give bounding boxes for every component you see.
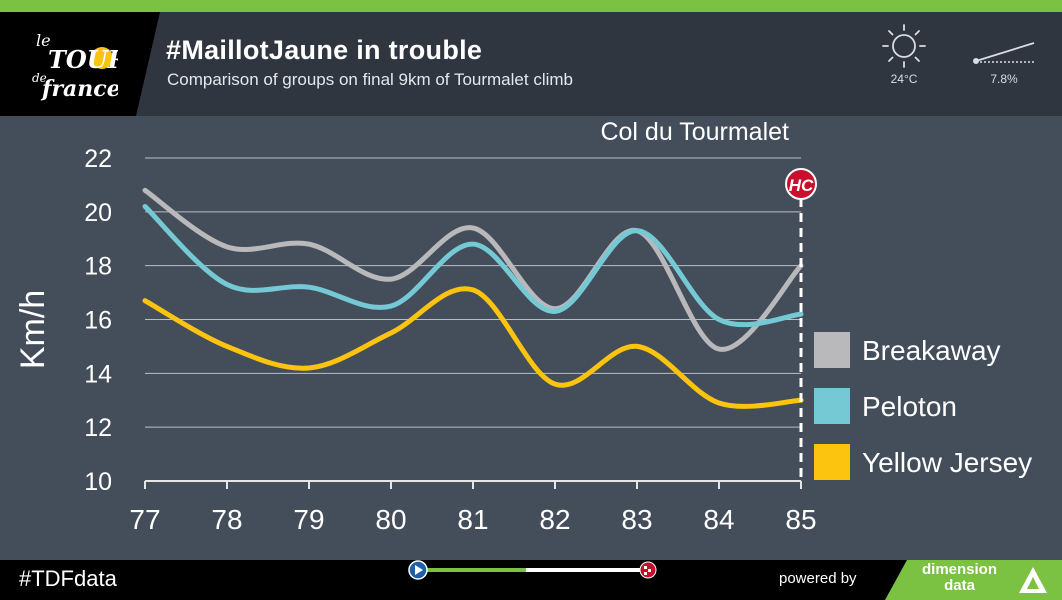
chart-canvas: 10 12 14 16 18 20 22 77 78 79 80 81 82 83 84 85 Km/h HC Co… <box>14 118 1032 535</box>
legend-swatch <box>814 444 850 480</box>
svg-text:france: france <box>40 76 118 102</box>
gradient-icon <box>973 42 1035 64</box>
y-axis-label: Km/h <box>14 290 52 369</box>
legend-swatch <box>814 388 850 424</box>
top-accent-bar <box>0 0 1062 12</box>
svg-text:TOUR: TOUR <box>48 45 118 74</box>
x-tick-label: 84 <box>703 504 734 535</box>
powered-by-label: powered by <box>779 570 857 587</box>
legend-swatch <box>814 332 850 368</box>
tdf-logo: le TOUR de france <box>0 12 160 116</box>
series-line-peloton <box>142 203 804 328</box>
hc-badge-label: HC <box>789 176 814 195</box>
x-tick-label: 85 <box>785 504 816 535</box>
speed-chart: 10 12 14 16 18 20 22 77 78 79 80 81 82 83 84 85 Km/h HC Co… <box>0 116 1062 560</box>
triangle-logo-icon <box>1019 567 1047 593</box>
gradient-value: 7.8% <box>990 72 1018 86</box>
y-tick-label: 16 <box>84 307 112 335</box>
x-tick-label: 81 <box>457 504 488 535</box>
series-line-breakaway <box>142 187 804 352</box>
hc-badge <box>785 168 817 200</box>
legend-label: Breakaway <box>862 335 1001 366</box>
y-tick-label: 12 <box>84 414 112 442</box>
x-tick-label: 80 <box>375 504 406 535</box>
legend-label: Yellow Jersey <box>862 447 1032 478</box>
header: le TOUR de france #MaillotJaune in troub… <box>0 12 1062 116</box>
brand-line-1: dimension <box>922 561 998 578</box>
series-line-yellow-jersey <box>142 286 804 409</box>
y-tick-label: 18 <box>84 253 112 281</box>
sun-icon <box>882 24 926 68</box>
legend-label: Peloton <box>862 391 957 422</box>
x-tick-label: 77 <box>129 504 160 535</box>
x-tick-label: 83 <box>621 504 652 535</box>
y-tick-label: 20 <box>84 199 112 227</box>
brand-line-2: data <box>944 577 975 594</box>
svg-text:le: le <box>36 31 51 50</box>
dimension-data-logo: dimension data <box>885 560 1062 600</box>
y-tick-label: 10 <box>84 468 112 496</box>
y-tick-label: 14 <box>84 360 112 388</box>
y-tick-label: 22 <box>84 145 112 173</box>
play-icon[interactable] <box>408 560 428 580</box>
finish-flag-icon <box>639 561 657 579</box>
temperature-value: 24°C <box>890 72 918 86</box>
tdf-logo-icon: le TOUR de france <box>32 31 118 102</box>
footer: #TDFdata powered by dimension data <box>0 560 1062 600</box>
svg-text:de: de <box>32 71 47 85</box>
x-tick-label: 79 <box>293 504 324 535</box>
page-subtitle: Comparison of groups on final 9km of Tou… <box>167 70 573 89</box>
x-tick-label: 78 <box>211 504 242 535</box>
page-title: #MaillotJaune in trouble <box>166 35 483 65</box>
hashtag-label: #TDFdata <box>19 566 117 591</box>
summit-label: Col du Tourmalet <box>600 118 789 146</box>
x-tick-label: 82 <box>539 504 570 535</box>
race-progress[interactable] <box>408 560 658 600</box>
